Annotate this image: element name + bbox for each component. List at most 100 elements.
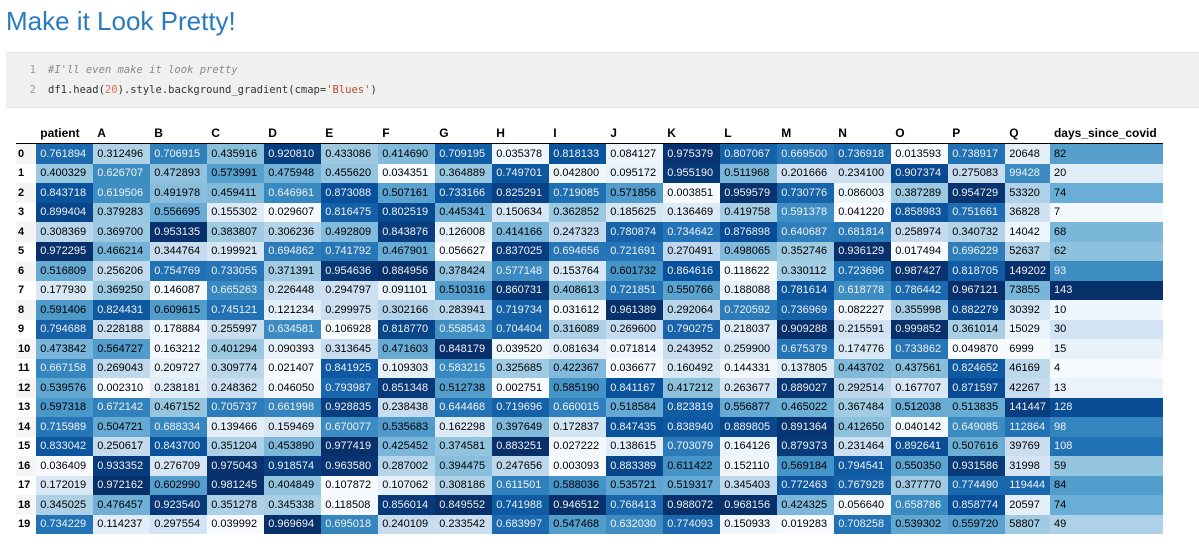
table-cell: 0.003851 — [663, 183, 721, 203]
table-cell: 0.818133 — [549, 143, 607, 164]
row-index: 9 — [18, 323, 25, 336]
table-cell: 0.263677 — [720, 378, 778, 398]
code-line-2: 2 df1.head(20).style.background_gradient(… — [6, 81, 377, 99]
table-cell: 0.459411 — [207, 183, 265, 203]
table-cell: 0.843700 — [150, 436, 208, 456]
table-cell: 46169 — [1005, 358, 1050, 378]
table-cell: 0.602990 — [150, 475, 208, 495]
table-cell: 0.118622 — [720, 261, 778, 281]
table-cell: 0.781614 — [777, 280, 835, 300]
table-cell: 0.107062 — [378, 475, 436, 495]
table-cell: 0.492809 — [321, 222, 379, 242]
row-index: 15 — [18, 440, 31, 453]
table-cell: 0.981245 — [207, 475, 265, 495]
table-cell: 0.858983 — [891, 202, 949, 222]
table-cell: 0.152110 — [720, 456, 778, 476]
table-cell: 0.209727 — [150, 358, 208, 378]
table-cell: 0.344764 — [150, 241, 208, 261]
table-cell: 0.660015 — [549, 397, 607, 417]
table-cell: 0.741988 — [492, 495, 550, 515]
table-cell: 0.351278 — [207, 495, 265, 515]
row-index: 2 — [16, 183, 37, 203]
table-cell: 0.736918 — [834, 143, 892, 164]
table-cell: 0.860731 — [492, 280, 550, 300]
table-cell: 0.146087 — [150, 280, 208, 300]
table-cell: 149202 — [1005, 261, 1050, 281]
table-cell: 0.583215 — [435, 358, 493, 378]
table-cell: 0.269043 — [93, 358, 151, 378]
table-cell: 15029 — [1005, 319, 1050, 339]
table-cell: 0.238181 — [150, 378, 208, 398]
table-cell: 0.248362 — [207, 378, 265, 398]
table-cell: 0.364889 — [435, 163, 493, 183]
table-cell: 0.511968 — [720, 163, 778, 183]
table-cell: 0.955190 — [663, 163, 721, 183]
table-cell: 0.891364 — [777, 417, 835, 437]
table-cell: 0.159469 — [264, 417, 322, 437]
column-header: A — [93, 122, 151, 144]
table-cell: 0.688334 — [150, 417, 208, 437]
table-cell: 0.761894 — [36, 143, 94, 164]
table-cell: 0.355998 — [891, 300, 949, 320]
column-header: C — [207, 122, 265, 144]
code-comment: #I'll even make it look pretty — [48, 64, 238, 76]
table-cell: 0.513835 — [948, 397, 1006, 417]
table-row: 5 0.972295 0.466214 0.344764 0.199921 0.69486… — [16, 241, 1163, 261]
table-cell: 0.259900 — [720, 339, 778, 359]
table-cell: 0.704404 — [492, 319, 550, 339]
table-cell: 0.472893 — [150, 163, 208, 183]
table-cell: 0.325685 — [492, 358, 550, 378]
column-header: J — [606, 122, 664, 144]
table-cell: 0.283941 — [435, 300, 493, 320]
table-cell: 0.550350 — [891, 456, 949, 476]
table-cell: 6999 — [1005, 339, 1050, 359]
table-cell: 0.907374 — [891, 163, 949, 183]
table-cell: 0.114237 — [93, 514, 151, 534]
table-cell: 0.754769 — [150, 261, 208, 281]
table-cell: 0.824431 — [93, 300, 151, 320]
table-cell: 0.675379 — [777, 339, 835, 359]
table-row: 9 0.794688 0.228188 0.178884 0.255997 0.63458… — [16, 319, 1163, 339]
table-cell: 0.362852 — [549, 202, 607, 222]
table-cell: 0.889805 — [720, 417, 778, 437]
table-cell: 0.736969 — [777, 300, 835, 320]
table-cell: 0.167707 — [891, 378, 949, 398]
table-cell: 0.879373 — [777, 436, 835, 456]
table-cell: 0.445341 — [435, 202, 493, 222]
table-cell: 0.535683 — [378, 417, 436, 437]
table-cell: 0.374581 — [435, 436, 493, 456]
table-cell: 0.892641 — [891, 436, 949, 456]
row-index: 4 — [16, 222, 37, 242]
table-cell: 0.352746 — [777, 241, 835, 261]
table-cell: 0.734229 — [36, 514, 94, 534]
table-cell: 0.243952 — [663, 339, 721, 359]
table-cell: 0.708258 — [834, 514, 892, 534]
table-cell: 20648 — [1005, 143, 1050, 164]
table-cell: 0.959579 — [720, 183, 778, 203]
table-cell: 0.734642 — [663, 222, 721, 242]
table-cell: 0.733862 — [891, 339, 949, 359]
code-cell[interactable]: 1 #I'll even make it look pretty 2 df1.hea… — [6, 52, 1199, 108]
table-cell: 0.422367 — [549, 358, 607, 378]
table-cell: 0.619506 — [93, 183, 151, 203]
table-cell: 0.491978 — [150, 183, 208, 203]
table-cell: 0.345025 — [36, 495, 94, 515]
table-cell: 0.694656 — [549, 241, 607, 261]
table-cell: 0.953135 — [150, 222, 208, 242]
table-cell: 0.379283 — [93, 202, 151, 222]
table-cell: 0.475948 — [264, 163, 322, 183]
column-header: G — [435, 122, 493, 144]
row-index: 11 — [18, 362, 30, 375]
table-cell: 0.121234 — [264, 300, 322, 320]
table-cell: 0.299975 — [321, 300, 379, 320]
table-cell: 0.308369 — [36, 222, 94, 242]
table-cell: 0.003093 — [549, 456, 607, 476]
table-cell: 20597 — [1005, 495, 1050, 515]
table-cell: 0.745121 — [207, 300, 265, 320]
table-cell: 119444 — [1005, 475, 1050, 495]
table-cell: 0.751661 — [948, 202, 1006, 222]
table-cell: 0.558543 — [435, 319, 493, 339]
table-cell: 0.928835 — [321, 397, 379, 417]
table-cell: 0.316089 — [549, 319, 607, 339]
table-cell: 0.160492 — [663, 358, 721, 378]
